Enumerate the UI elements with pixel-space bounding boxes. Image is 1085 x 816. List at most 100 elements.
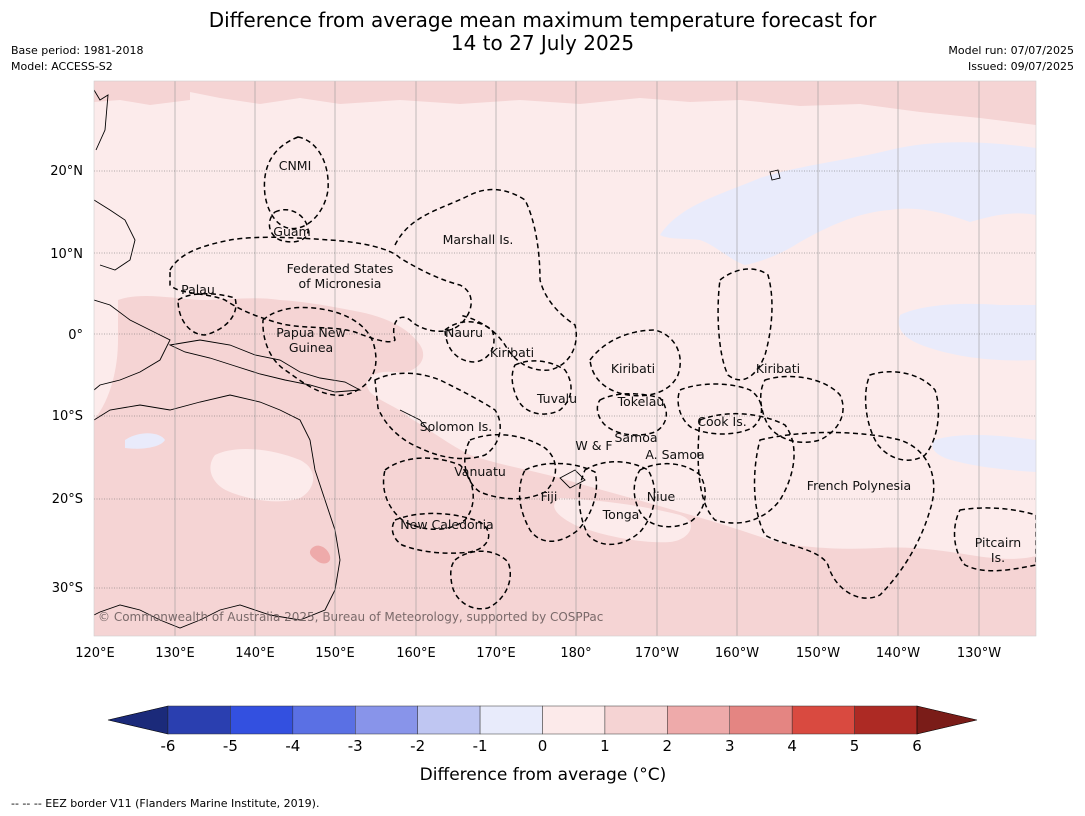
label-fsm-line1: Federated States	[287, 261, 394, 276]
colorbar-swatch	[479, 705, 543, 735]
label-vanuatu: Vanuatu	[454, 464, 506, 479]
map-panel: © Commonwealth of Australia 2025, Bureau…	[94, 81, 1036, 636]
colorbar-swatch	[542, 705, 606, 735]
colorbar	[107, 705, 978, 735]
label-kiribati-east: Kiribati	[756, 361, 800, 376]
colorbar-swatch	[167, 705, 231, 735]
label-tokelau: Tokelau	[617, 394, 665, 409]
lon-label: 140°E	[235, 646, 275, 661]
lon-label: 140°W	[876, 646, 920, 661]
base-period: Base period: 1981-2018	[11, 44, 144, 57]
anomaly-1-2-nw	[94, 81, 190, 105]
map-frame	[93, 80, 1037, 637]
anomaly-neg1-0-east	[898, 303, 1036, 361]
colorbar-tick-label: 3	[725, 737, 735, 755]
issued-date: Issued: 09/07/2025	[967, 60, 1074, 73]
colorbar-extend-low	[107, 705, 169, 735]
colorbar-swatch	[292, 705, 356, 735]
model-name: Model: ACCESS-S2	[11, 60, 113, 73]
label-marshall: Marshall Is.	[443, 232, 514, 247]
label-png-line1: Papua New	[276, 325, 345, 340]
label-nauru: Nauru	[445, 325, 483, 340]
lon-label: 160°E	[396, 646, 436, 661]
lat-label: 20°S	[52, 492, 83, 507]
anomaly-1-2-southwest	[94, 295, 1036, 636]
anomaly-neg1-0-southeast	[932, 435, 1036, 472]
colorbar-tick-label: 4	[787, 737, 797, 755]
lon-label: 120°E	[75, 646, 115, 661]
colorbar-swatch	[667, 705, 730, 735]
anomaly-2-3-spot	[309, 545, 331, 564]
lon-label: 160°W	[715, 646, 759, 661]
label-new-caledonia: New Caledonia	[400, 517, 493, 532]
model-run: Model run: 07/07/2025	[948, 44, 1074, 57]
graticule	[174, 81, 980, 636]
lat-label: 0°	[68, 328, 83, 343]
lat-label: 20°N	[50, 164, 83, 179]
lon-label: 170°E	[476, 646, 516, 661]
label-niue: Niue	[647, 489, 676, 504]
latitude-lines	[94, 170, 1036, 589]
lon-label: 170°W	[635, 646, 679, 661]
eez-borders	[169, 136, 1036, 610]
colorbar-tick-label: 0	[538, 737, 548, 755]
label-cnmi: CNMI	[279, 158, 312, 173]
label-kiribati-west: Kiribati	[490, 345, 534, 360]
colorbar-swatch	[604, 705, 668, 735]
eez-footnote: -- -- -- EEZ border V11 (Flanders Marine…	[11, 797, 320, 810]
lon-label: 130°W	[957, 646, 1001, 661]
colorbar-swatch	[791, 705, 855, 735]
colorbar-tick-label: 6	[912, 737, 922, 755]
colorbar-tick-label: -4	[285, 737, 300, 755]
colorbar-tick-label: 2	[663, 737, 673, 755]
anomaly-neg1-0-north	[660, 142, 1036, 265]
copyright-notice: © Commonwealth of Australia 2025, Bureau…	[98, 610, 603, 624]
label-png-line2: Guinea	[289, 340, 333, 355]
lat-label: 10°N	[50, 247, 83, 262]
anomaly-1-2-north	[190, 81, 1036, 125]
colorbar-tick-label: 1	[600, 737, 610, 755]
colorbar-tick-label: -2	[410, 737, 425, 755]
lat-label: 30°S	[52, 581, 83, 596]
region-labels: CNMI Guam Marshall Is. Federated States …	[181, 158, 1021, 565]
colorbar-swatch	[417, 705, 481, 735]
lon-label: 130°E	[155, 646, 195, 661]
label-american-samoa: A. Samoa	[645, 447, 704, 462]
label-tonga: Tonga	[602, 507, 640, 522]
lon-label: 150°E	[315, 646, 355, 661]
colorbar-tick-label: -5	[223, 737, 238, 755]
anomaly-0-1-aus	[210, 448, 314, 502]
lon-tick-labels: 120°E 130°E 140°E 150°E 160°E 170°E 180°…	[75, 646, 1001, 661]
colorbar-tick-label: 5	[850, 737, 860, 755]
label-cook-islands: Cook Is.	[697, 414, 746, 429]
colorbar-swatch	[854, 705, 918, 735]
label-guam: Guam	[273, 224, 310, 239]
chart-title-line1: Difference from average mean maximum tem…	[208, 8, 877, 32]
colorbar-swatch	[729, 705, 793, 735]
colorbar-tick-labels: -6 -5 -4 -3 -2 -1 0 1 2 3 4 5 6	[161, 737, 922, 755]
colorbar-extend-high	[916, 705, 978, 735]
colorbar-swatch	[230, 705, 294, 735]
lat-tick-labels: 20°N 10°N 0° 10°S 20°S 30°S	[50, 164, 83, 596]
label-fiji: Fiji	[541, 489, 558, 504]
label-tuvalu: Tuvalu	[536, 391, 577, 406]
label-solomon: Solomon Is.	[420, 419, 493, 434]
label-samoa: Samoa	[614, 430, 657, 445]
colorbar-tick-label: -6	[161, 737, 176, 755]
label-kiribati-central: Kiribati	[611, 361, 655, 376]
lat-label: 10°S	[52, 409, 83, 424]
label-pitcairn-line2: Is.	[991, 550, 1005, 565]
colorbar-title: Difference from average (°C)	[420, 765, 667, 785]
label-french-polynesia: French Polynesia	[807, 478, 911, 493]
colorbar-tick-label: -3	[348, 737, 363, 755]
coastlines	[94, 89, 781, 629]
lon-label: 150°W	[796, 646, 840, 661]
label-pitcairn-line1: Pitcairn	[975, 535, 1021, 550]
anomaly-neg1-0-aus	[125, 433, 165, 449]
colorbar-swatch	[355, 705, 418, 735]
colorbar-tick-label: -1	[473, 737, 488, 755]
lon-label: 180°	[560, 646, 591, 661]
label-fsm-line2: of Micronesia	[299, 276, 382, 291]
chart-title-line2: 14 to 27 July 2025	[450, 31, 635, 55]
